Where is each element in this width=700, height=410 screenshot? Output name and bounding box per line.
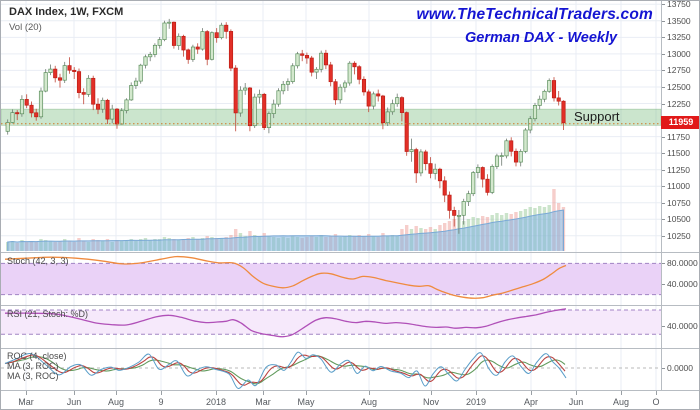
time-axis-label: 2018 — [205, 397, 227, 407]
price-axis-label-tick — [662, 70, 665, 71]
roc-axis-label-tick — [662, 368, 665, 369]
watermark-url: www.TheTechnicalTraders.com — [416, 6, 653, 23]
price-axis-label: 11500 — [667, 148, 691, 158]
price-axis-label: 11750 — [667, 132, 691, 142]
price-axis-label-tick — [662, 170, 665, 171]
price-axis-label: 12250 — [667, 99, 691, 109]
time-axis-label: Aug — [612, 397, 630, 407]
price-axis-label-tick — [662, 153, 665, 154]
volume-indicator-label: Vol (20) — [9, 22, 42, 33]
candlestick-series — [5, 18, 566, 234]
time-axis-tick — [26, 391, 27, 395]
time-axis-label: Jun — [568, 397, 584, 407]
stoch-pane-label: Stoch (42, 3, 3) — [7, 256, 69, 266]
stoch-axis-label-tick — [662, 284, 665, 285]
roc-pane-label: ROC (4, close) — [7, 351, 67, 361]
rsi-line — [4, 308, 567, 338]
price-axis-label-tick — [662, 37, 665, 38]
stochastic-pane[interactable] — [1, 253, 661, 305]
price-axis-label: 13250 — [667, 32, 691, 42]
time-axis-tick — [161, 391, 162, 395]
time-axis-tick — [656, 391, 657, 395]
price-axis-label: 13000 — [667, 49, 691, 59]
price-axis-label: 10250 — [667, 231, 691, 241]
roc-line — [4, 351, 567, 389]
time-axis-tick — [306, 391, 307, 395]
price-axis-label-tick — [662, 137, 665, 138]
roc-ma1-label: MA (3, ROC) — [7, 361, 59, 371]
time-axis-label: O — [652, 397, 660, 407]
time-axis-label: Nov — [422, 397, 440, 407]
roc-pane[interactable] — [1, 349, 661, 390]
rsi-axis-label-tick — [662, 326, 665, 327]
price-axis-label: 10750 — [667, 198, 691, 208]
volume-ma-area — [7, 209, 564, 251]
time-axis-label: Mar — [255, 397, 271, 407]
time-axis-label: Apr — [523, 397, 539, 407]
roc-axis-label: 0.0000 — [667, 363, 693, 373]
time-axis-label: May — [297, 397, 315, 407]
price-axis-label: 11000 — [667, 181, 691, 191]
price-axis-label-tick — [662, 203, 665, 204]
time-axis-tick — [531, 391, 532, 395]
support-zone-band — [1, 108, 661, 126]
time-axis-label: Jun — [66, 397, 82, 407]
time-axis-tick — [431, 391, 432, 395]
price-axis[interactable] — [661, 1, 699, 391]
time-axis-tick — [116, 391, 117, 395]
price-axis-label-tick — [662, 186, 665, 187]
stoch-axis-label-tick — [662, 263, 665, 264]
price-axis-border — [661, 1, 662, 391]
time-axis-label: Aug — [360, 397, 378, 407]
pane-separator[interactable] — [1, 390, 699, 391]
support-zone-label: Support — [574, 109, 620, 124]
time-axis-tick — [576, 391, 577, 395]
time-axis-label: 2019 — [465, 397, 487, 407]
price-chart-pane[interactable] — [1, 1, 661, 253]
time-axis-tick — [74, 391, 75, 395]
roc-ma2-label: MA (3, ROC) — [7, 371, 59, 381]
price-axis-label-tick — [662, 54, 665, 55]
stoch-line — [4, 255, 567, 299]
current-price-badge: 11959 — [661, 116, 699, 129]
price-axis-label-tick — [662, 21, 665, 22]
symbol-title: DAX Index, 1W, FXCM — [9, 6, 124, 18]
price-axis-label-tick — [662, 87, 665, 88]
time-axis-label: 9 — [158, 397, 164, 407]
pane-separator[interactable] — [1, 348, 699, 349]
price-axis-label-tick — [662, 104, 665, 105]
price-axis-label: 12500 — [667, 82, 691, 92]
stoch-axis-label: 80.0000 — [667, 258, 698, 268]
price-axis-label: 10500 — [667, 214, 691, 224]
rsi-pane-label: RSI (21, Stoch: %D) — [7, 309, 89, 319]
price-axis-label-tick — [662, 4, 665, 5]
pane-separator[interactable] — [1, 305, 699, 306]
time-axis-tick — [621, 391, 622, 395]
price-axis-label: 11250 — [667, 165, 691, 175]
time-axis-tick — [263, 391, 264, 395]
time-axis-label: Aug — [107, 397, 125, 407]
stoch-axis-label: 40.0000 — [667, 279, 698, 289]
time-axis-tick — [369, 391, 370, 395]
price-axis-label-tick — [662, 219, 665, 220]
price-axis-label: 12750 — [667, 65, 691, 75]
rsi-pane[interactable] — [1, 306, 661, 348]
price-axis-label: 13750 — [667, 0, 691, 9]
price-axis-label-tick — [662, 236, 665, 237]
price-axis-label: 13500 — [667, 16, 691, 26]
pane-separator[interactable] — [1, 252, 699, 253]
rsi-axis-label: 40.0000 — [667, 321, 698, 331]
time-axis[interactable] — [1, 391, 699, 409]
time-axis-tick — [476, 391, 477, 395]
watermark-subtitle: German DAX - Weekly — [465, 30, 618, 46]
time-axis-tick — [216, 391, 217, 395]
roc-ma1-line — [4, 354, 566, 386]
time-axis-label: Mar — [18, 397, 34, 407]
